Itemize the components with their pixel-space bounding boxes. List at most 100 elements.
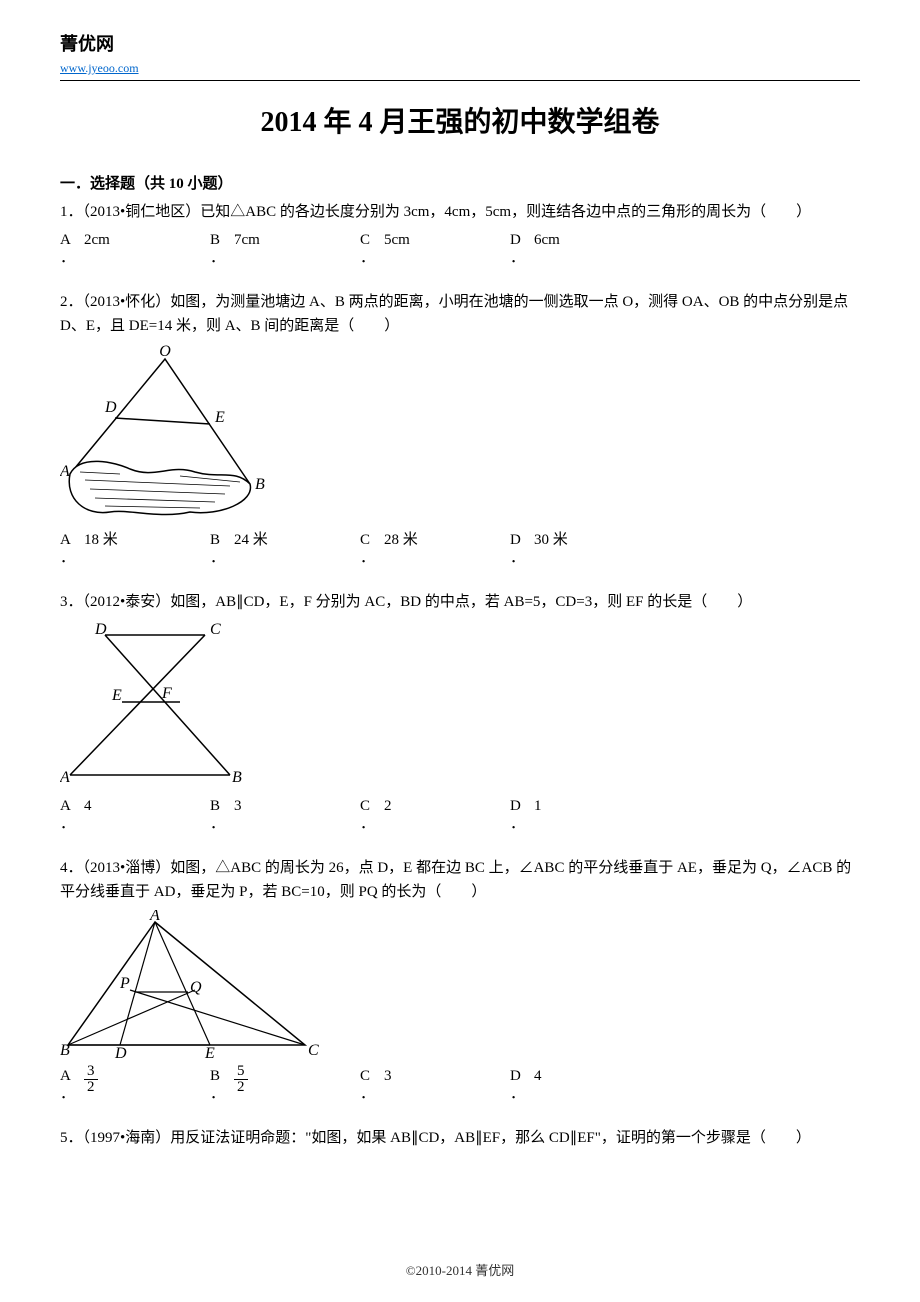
choice-letter: A． (60, 228, 78, 264)
choice: A． 4 (60, 794, 210, 830)
choice-value-wrap: 52 (234, 1064, 248, 1095)
svg-text:P: P (119, 975, 130, 992)
choice-value: 28 米 (384, 532, 418, 548)
choice-letter: D． (510, 228, 528, 264)
choice-value-wrap: 3 (234, 794, 242, 818)
choice-value: 6cm (534, 232, 560, 248)
choice-value-wrap: 2cm (84, 228, 110, 252)
question: 3．（2012•泰安）如图，AB∥CD，E，F 分别为 AC，BD 的中点，若 … (60, 590, 860, 830)
question-figure: A P Q B D E C (60, 910, 860, 1060)
choice: B． 52 (210, 1064, 360, 1100)
choice-value-wrap: 32 (84, 1064, 98, 1095)
choice-value: 4 (84, 798, 92, 814)
choice-value: 1 (534, 798, 542, 814)
question: 1．（2013•铜仁地区）已知△ABC 的各边长度分别为 3cm，4cm，5cm… (60, 200, 860, 264)
fraction: 32 (84, 1064, 98, 1095)
svg-text:D: D (114, 1045, 127, 1060)
svg-text:B: B (232, 769, 242, 786)
choice: D． 1 (510, 794, 660, 830)
svg-text:B: B (255, 476, 265, 493)
choice: C． 5cm (360, 228, 510, 264)
choice-row: A． 18 米 B． 24 米 C． 28 米 D． 30 米 (60, 528, 860, 564)
choice-letter: A． (60, 1064, 78, 1100)
svg-text:E: E (214, 409, 225, 426)
section-heading: 一．选择题（共 10 小题） (60, 172, 860, 196)
choice-value: 5cm (384, 232, 410, 248)
page-footer: ©2010-2014 菁优网 (0, 1261, 920, 1282)
choice-letter: D． (510, 794, 528, 830)
choice: A． 2cm (60, 228, 210, 264)
question-figure: D C E F A B (60, 620, 860, 790)
choice-value-wrap: 2 (384, 794, 392, 818)
question-text: 4．（2013•淄博）如图，△ABC 的周长为 26，点 D，E 都在边 BC … (60, 856, 860, 904)
choice-value-wrap: 4 (534, 1064, 542, 1088)
svg-text:E: E (111, 687, 122, 704)
question-text: 1．（2013•铜仁地区）已知△ABC 的各边长度分别为 3cm，4cm，5cm… (60, 200, 860, 224)
choice-value-wrap: 18 米 (84, 528, 118, 552)
svg-text:O: O (159, 344, 171, 360)
choice-value: 2 (384, 798, 392, 814)
choice-row: A． 4 B． 3 C． 2 D． 1 (60, 794, 860, 830)
document-title: 2014 年 4 月王强的初中数学组卷 (60, 101, 860, 146)
choice: D． 6cm (510, 228, 660, 264)
question: 5．（1997•海南）用反证法证明命题："如图，如果 AB∥CD，AB∥EF，那… (60, 1126, 860, 1150)
choice-value-wrap: 1 (534, 794, 542, 818)
svg-text:C: C (210, 621, 221, 638)
choice-value-wrap: 24 米 (234, 528, 268, 552)
choice-value: 24 米 (234, 532, 268, 548)
choice-value-wrap: 3 (384, 1064, 392, 1088)
choice-value-wrap: 5cm (384, 228, 410, 252)
choice-letter: A． (60, 528, 78, 564)
choice-letter: C． (360, 528, 378, 564)
svg-text:A: A (149, 910, 160, 924)
choice: D． 30 米 (510, 528, 660, 564)
choice-letter: B． (210, 228, 228, 264)
question-figure: O D E A B (60, 344, 860, 524)
svg-text:A: A (60, 769, 70, 786)
choice-value: 3 (234, 798, 242, 814)
choice: B． 7cm (210, 228, 360, 264)
question-text: 3．（2012•泰安）如图，AB∥CD，E，F 分别为 AC，BD 的中点，若 … (60, 590, 860, 614)
site-name: 菁优网 (60, 30, 860, 59)
choice-value-wrap: 4 (84, 794, 92, 818)
svg-text:C: C (308, 1042, 319, 1059)
svg-text:B: B (60, 1042, 70, 1059)
choice-value: 4 (534, 1068, 542, 1084)
choice-value-wrap: 28 米 (384, 528, 418, 552)
question: 4．（2013•淄博）如图，△ABC 的周长为 26，点 D，E 都在边 BC … (60, 856, 860, 1100)
choice-value: 2cm (84, 232, 110, 248)
choice: C． 28 米 (360, 528, 510, 564)
choice: B． 3 (210, 794, 360, 830)
choice: A． 32 (60, 1064, 210, 1100)
svg-text:A: A (60, 463, 70, 480)
svg-text:Q: Q (190, 979, 202, 996)
choice: B． 24 米 (210, 528, 360, 564)
choice: D． 4 (510, 1064, 660, 1100)
choice-letter: D． (510, 528, 528, 564)
site-url: www.jyeoo.com (60, 59, 860, 78)
choice-letter: B． (210, 794, 228, 830)
choice-value-wrap: 7cm (234, 228, 260, 252)
page: 菁优网 www.jyeoo.com 2014 年 4 月王强的初中数学组卷 一．… (0, 0, 920, 1302)
choice-value-wrap: 6cm (534, 228, 560, 252)
choice-value: 3 (384, 1068, 392, 1084)
choice-letter: C． (360, 794, 378, 830)
choice-row: A． 32 B． 52 C． 3 D． 4 (60, 1064, 860, 1100)
svg-text:D: D (94, 621, 107, 638)
question-list: 1．（2013•铜仁地区）已知△ABC 的各边长度分别为 3cm，4cm，5cm… (60, 200, 860, 1150)
fraction: 52 (234, 1064, 248, 1095)
question-text: 2．（2013•怀化）如图，为测量池塘边 A、B 两点的距离，小明在池塘的一侧选… (60, 290, 860, 338)
choice-value: 30 米 (534, 532, 568, 548)
choice-row: A． 2cm B． 7cm C． 5cm D． 6cm (60, 228, 860, 264)
choice-letter: B． (210, 528, 228, 564)
choice-letter: C． (360, 1064, 378, 1100)
choice-value-wrap: 30 米 (534, 528, 568, 552)
triangle-pq-figure: A P Q B D E C (60, 910, 320, 1060)
choice-value: 7cm (234, 232, 260, 248)
choice-letter: B． (210, 1064, 228, 1100)
choice: A． 18 米 (60, 528, 210, 564)
choice: C． 2 (360, 794, 510, 830)
choice-letter: D． (510, 1064, 528, 1100)
question-text: 5．（1997•海南）用反证法证明命题："如图，如果 AB∥CD，AB∥EF，那… (60, 1126, 860, 1150)
page-header: 菁优网 www.jyeoo.com (60, 30, 860, 81)
